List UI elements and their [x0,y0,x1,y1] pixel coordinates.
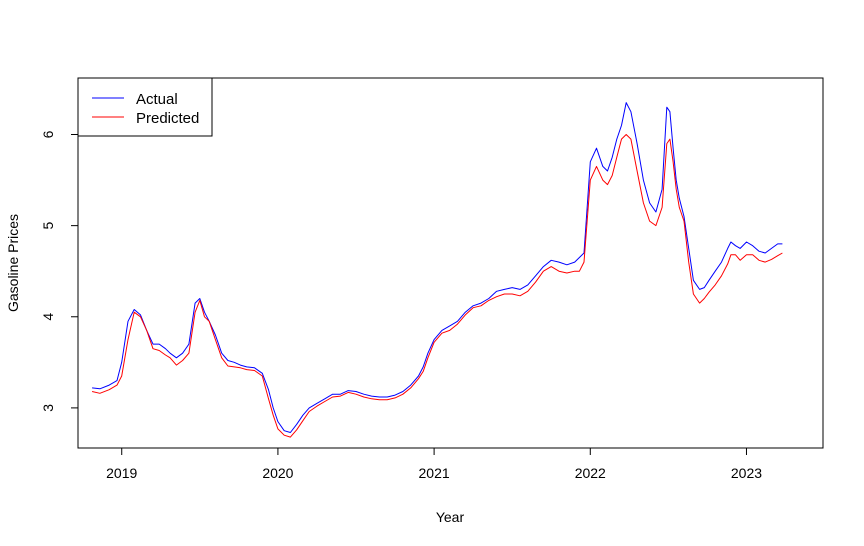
series-line-actual [92,102,783,433]
plot-frame [77,77,824,449]
y-tick-label: 5 [40,222,56,230]
x-tick-label: 2019 [106,465,137,481]
legend-label-actual: Actual [136,91,178,108]
x-tick-label: 2020 [262,465,293,481]
legend-box [77,77,213,137]
y-axis: 3 4 5 6 [40,130,78,412]
legend: Actual Predicted [77,77,213,137]
x-tick-label: 2023 [731,465,762,481]
series-layer [91,102,783,438]
x-axis: 2019 2020 2021 2022 2023 [106,448,762,481]
y-tick-label: 3 [40,404,56,412]
y-tick-label: 4 [40,313,56,321]
legend-label-predicted: Predicted [136,110,199,127]
y-tick-label: 6 [40,130,56,138]
series-line-predicted [91,134,783,438]
x-axis-title: Year [436,509,465,525]
x-tick-label: 2021 [419,465,450,481]
x-tick-label: 2022 [575,465,606,481]
y-axis-title: Gasoline Prices [5,214,21,312]
